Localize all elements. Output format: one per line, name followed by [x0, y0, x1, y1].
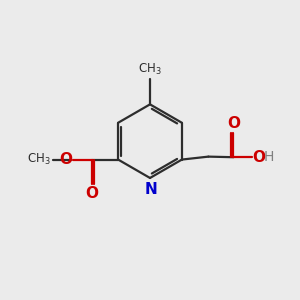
Text: O: O [59, 152, 73, 167]
Text: H: H [264, 150, 274, 164]
Text: N: N [144, 182, 157, 196]
Text: CH$_3$: CH$_3$ [138, 62, 162, 77]
Text: O: O [253, 150, 266, 165]
Text: CH$_3$: CH$_3$ [27, 152, 50, 167]
Text: O: O [227, 116, 240, 131]
Text: O: O [85, 186, 98, 201]
